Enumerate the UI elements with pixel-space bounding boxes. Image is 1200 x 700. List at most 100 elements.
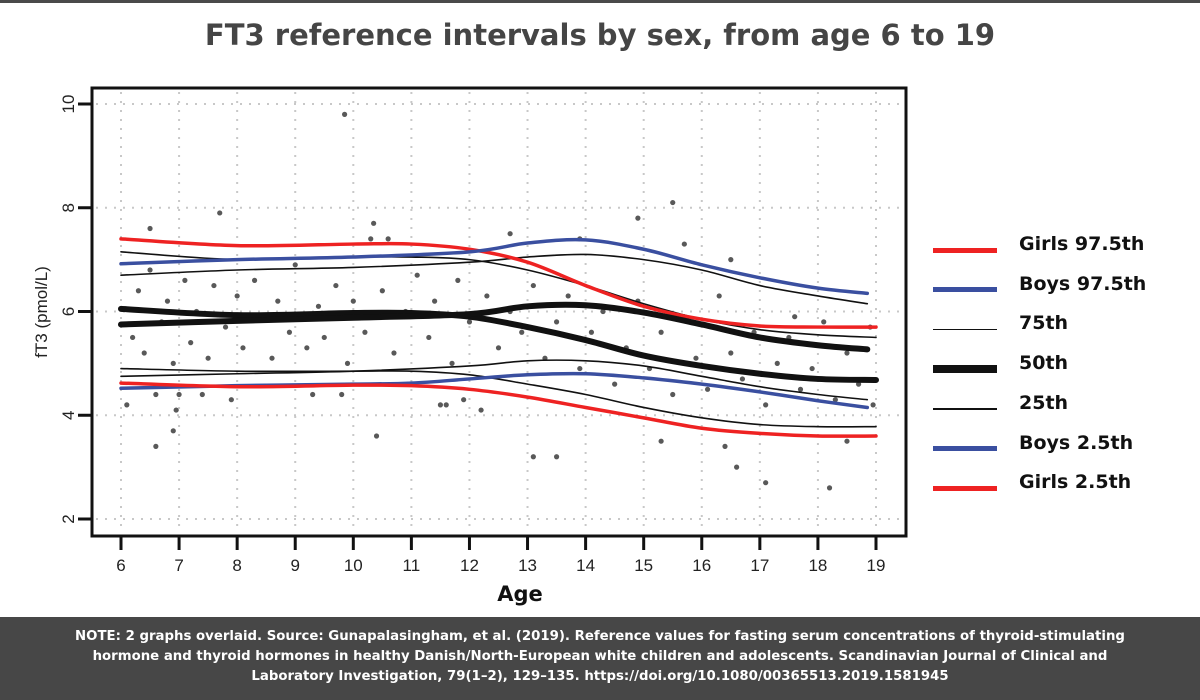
data-point (763, 480, 769, 486)
legend-swatch (933, 247, 997, 253)
data-point (286, 329, 293, 335)
data-point (530, 454, 536, 460)
data-point (495, 345, 502, 351)
legend-swatch (933, 328, 997, 331)
data-point (449, 360, 455, 366)
source-note-line: NOTE: 2 graphs overlaid. Source: Gunapal… (75, 629, 1125, 644)
data-point (693, 355, 699, 361)
data-point (821, 319, 827, 325)
data-point (251, 277, 258, 283)
data-point (437, 402, 444, 408)
data-point (466, 319, 473, 325)
series-line-girls-2-5th (119, 381, 878, 438)
data-point (153, 443, 159, 449)
data-point (205, 355, 211, 361)
data-point (362, 329, 368, 335)
legend-swatch (933, 287, 997, 293)
data-point (164, 298, 171, 304)
data-point (832, 397, 838, 403)
legend-item: Girls 97.5th (930, 230, 1190, 260)
series-line-percentile-5 (118, 301, 871, 353)
legend-label: 25th (1019, 391, 1069, 414)
chart-title: FT3 reference intervals by sex, from age… (204, 18, 996, 52)
data-point (170, 360, 176, 366)
data-point (826, 485, 833, 491)
data-point (455, 277, 461, 283)
x-tick-label: 6 (116, 556, 125, 575)
data-point (484, 293, 490, 299)
data-point (600, 308, 606, 315)
data-point (130, 334, 136, 341)
data-point (135, 288, 142, 294)
data-point (844, 350, 850, 356)
data-point (379, 288, 385, 294)
x-tick-label: 12 (460, 556, 479, 575)
legend-label: Boys 97.5th (1019, 272, 1147, 295)
source-note-line: hormone and thyroid hormones in healthy … (92, 649, 1108, 664)
data-point (211, 282, 217, 289)
top-border (0, 0, 1200, 3)
y-tick-label: 8 (59, 203, 78, 212)
legend-item: 25th (930, 389, 1190, 419)
data-point (173, 407, 179, 413)
series-line-percentile-4 (118, 305, 879, 383)
x-tick-label: 19 (867, 556, 886, 575)
data-point (222, 324, 229, 330)
data-point (350, 298, 356, 304)
x-tick-label: 13 (518, 556, 537, 575)
data-point (763, 402, 769, 408)
data-point (147, 267, 153, 273)
legend-item: 50th (930, 349, 1190, 379)
source-note: NOTE: 2 graphs overlaid. Source: Gunapal… (0, 617, 1200, 700)
data-point (478, 407, 484, 413)
data-point (681, 241, 687, 247)
data-point (588, 329, 595, 335)
data-point (304, 345, 310, 351)
data-point (141, 350, 147, 356)
source-note-line: Laboratory Investigation, 79(1–2), 129–1… (251, 669, 949, 684)
legend-swatch (933, 446, 997, 451)
data-point (275, 298, 281, 304)
data-point (188, 340, 194, 346)
data-point (443, 402, 449, 408)
data-point (217, 210, 223, 216)
data-point (734, 464, 740, 470)
x-tick-label: 18 (808, 556, 827, 575)
x-tick-label: 14 (576, 556, 595, 575)
data-point (368, 236, 374, 242)
legend-label: 50th (1019, 352, 1069, 375)
data-point (739, 376, 746, 382)
legend-swatch (933, 485, 997, 491)
data-point (809, 365, 815, 372)
series-line-percentile-6 (120, 367, 877, 428)
y-tick-label: 4 (59, 411, 78, 420)
data-point (292, 262, 298, 268)
data-point (670, 199, 676, 206)
y-tick-label: 6 (59, 307, 78, 316)
data-point (426, 334, 432, 341)
data-point (315, 303, 322, 309)
legend-item: Boys 97.5th (930, 270, 1190, 300)
data-point (341, 111, 348, 117)
legend-label: 75th (1019, 312, 1069, 335)
data-point (432, 298, 438, 304)
x-tick-label: 11 (403, 556, 421, 575)
y-tick-label: 10 (59, 95, 78, 114)
data-point (577, 365, 583, 372)
data-point (658, 438, 664, 444)
data-point (269, 355, 275, 361)
data-point (870, 402, 876, 408)
legend-swatch (933, 408, 997, 410)
data-point (635, 215, 641, 221)
data-point (228, 397, 234, 403)
data-point (333, 282, 339, 289)
data-point (774, 360, 780, 366)
data-point (565, 293, 571, 299)
data-point (461, 397, 467, 403)
data-point (339, 391, 345, 398)
data-point (176, 391, 182, 398)
data-point (124, 402, 130, 408)
data-point (553, 454, 560, 460)
data-point (414, 272, 420, 278)
legend-item: 75th (930, 309, 1190, 339)
